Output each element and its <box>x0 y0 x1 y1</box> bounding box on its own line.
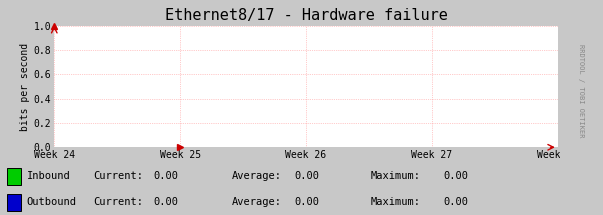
Text: 0.00: 0.00 <box>294 171 319 181</box>
Text: 0.00: 0.00 <box>443 171 468 181</box>
Text: RRDTOOL / TOBI OETIKER: RRDTOOL / TOBI OETIKER <box>578 44 584 137</box>
Text: Inbound: Inbound <box>27 171 71 181</box>
Title: Ethernet8/17 - Hardware failure: Ethernet8/17 - Hardware failure <box>165 8 447 23</box>
Text: Outbound: Outbound <box>27 197 77 207</box>
Text: 0.00: 0.00 <box>294 197 319 207</box>
Text: Current:: Current: <box>93 197 144 207</box>
Text: Maximum:: Maximum: <box>371 171 421 181</box>
Y-axis label: bits per second: bits per second <box>20 43 30 131</box>
Text: Average:: Average: <box>232 197 282 207</box>
Text: 0.00: 0.00 <box>443 197 468 207</box>
Text: 0.00: 0.00 <box>154 171 178 181</box>
Text: Maximum:: Maximum: <box>371 197 421 207</box>
Text: Average:: Average: <box>232 171 282 181</box>
Text: Current:: Current: <box>93 171 144 181</box>
Text: 0.00: 0.00 <box>154 197 178 207</box>
